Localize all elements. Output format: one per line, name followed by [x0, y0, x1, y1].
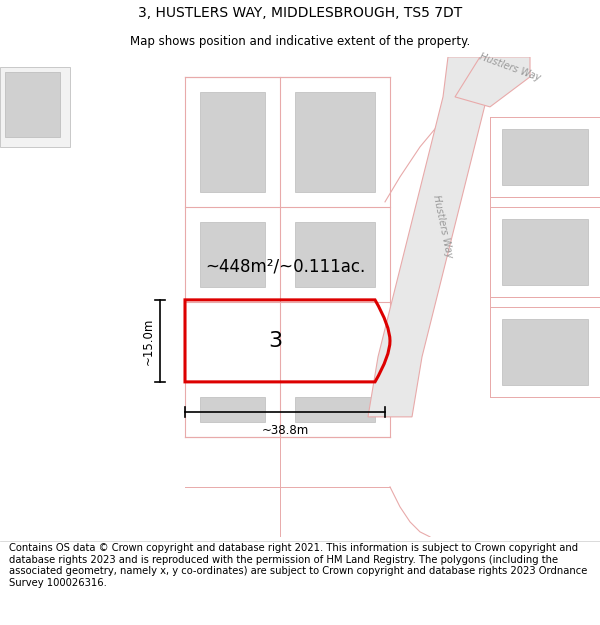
- Text: Hustlers Way: Hustlers Way: [478, 51, 542, 82]
- Text: Hustlers Way: Hustlers Way: [431, 194, 455, 259]
- Polygon shape: [455, 57, 530, 107]
- Bar: [295, 92, 375, 192]
- Bar: [490, 307, 600, 397]
- Bar: [502, 219, 588, 285]
- Text: ~38.8m: ~38.8m: [262, 424, 308, 437]
- Bar: [0, 67, 70, 147]
- Text: 3: 3: [268, 331, 282, 351]
- Bar: [200, 222, 265, 287]
- Bar: [502, 129, 588, 185]
- Bar: [502, 319, 588, 385]
- Text: 3, HUSTLERS WAY, MIDDLESBROUGH, TS5 7DT: 3, HUSTLERS WAY, MIDDLESBROUGH, TS5 7DT: [138, 6, 462, 20]
- Bar: [490, 117, 600, 197]
- Bar: [200, 397, 265, 422]
- Bar: [490, 207, 600, 297]
- Text: ~448m²/~0.111ac.: ~448m²/~0.111ac.: [205, 258, 365, 276]
- Polygon shape: [368, 57, 492, 417]
- Bar: [200, 92, 265, 192]
- Bar: [295, 397, 375, 422]
- Bar: [5, 72, 60, 137]
- Text: Map shows position and indicative extent of the property.: Map shows position and indicative extent…: [130, 35, 470, 48]
- Text: Contains OS data © Crown copyright and database right 2021. This information is : Contains OS data © Crown copyright and d…: [9, 543, 587, 588]
- Bar: [295, 222, 375, 287]
- Text: ~15.0m: ~15.0m: [142, 317, 155, 364]
